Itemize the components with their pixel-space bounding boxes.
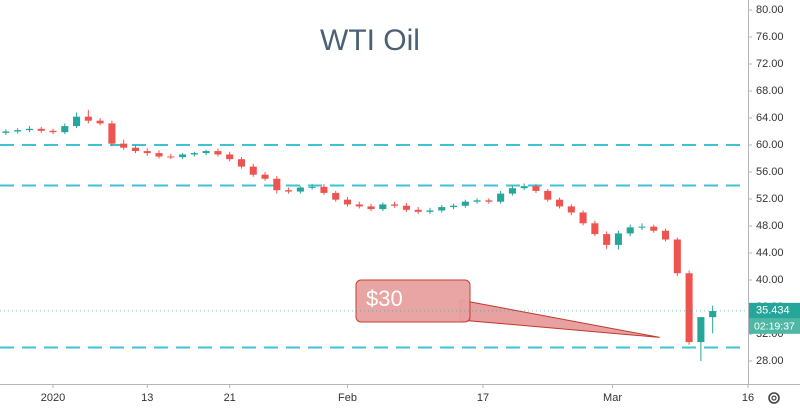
candle-body [673, 239, 681, 274]
candle-body [131, 147, 139, 152]
y-tick-label: 80.00 [756, 4, 784, 16]
candle-body [367, 206, 375, 210]
candle-body [355, 204, 363, 207]
y-tick-label: 48.00 [756, 220, 784, 232]
candle-body [508, 188, 516, 194]
y-tick-label: 44.00 [756, 247, 784, 259]
y-tick-label: 56.00 [756, 166, 784, 178]
y-tick-label: 40.00 [756, 274, 784, 286]
candle-body [650, 226, 658, 231]
candle-body [638, 226, 646, 228]
candle-body [143, 151, 151, 154]
candle-body [567, 206, 575, 213]
candle-body [414, 209, 422, 212]
candle-body [697, 317, 705, 343]
candle-body [61, 126, 69, 133]
countdown-tag [749, 318, 800, 334]
candle-body [343, 199, 352, 205]
candle-body [555, 199, 564, 207]
candle-body [120, 143, 128, 148]
candle-body [685, 273, 693, 343]
candle-body [391, 204, 399, 206]
candle-body [520, 186, 528, 189]
candle-body [49, 130, 57, 133]
candle-body [320, 186, 328, 193]
candle-body [108, 123, 116, 144]
settings-gear-center[interactable] [771, 395, 777, 401]
candle-body [461, 201, 469, 206]
candle-body [155, 153, 163, 157]
candle-body [190, 153, 198, 155]
y-tick-label: 60.00 [756, 139, 784, 151]
y-tick-label: 64.00 [756, 112, 784, 124]
candle-body [14, 130, 22, 132]
x-tick-label: 21 [224, 392, 236, 404]
candle-body [544, 190, 552, 200]
candle-body [332, 192, 340, 200]
candle-body [402, 205, 410, 210]
candle-body [449, 205, 458, 208]
candle-body [2, 131, 10, 133]
last-price-label: 35.434 [756, 305, 790, 317]
x-tick-label: 16 [742, 392, 754, 404]
x-tick-label: Feb [338, 392, 357, 404]
candle-body [709, 311, 717, 318]
candle-body [532, 186, 540, 191]
y-tick-label: 72.00 [756, 58, 784, 70]
candle-body [579, 212, 587, 224]
candle-body [25, 128, 33, 131]
candle-body [273, 178, 281, 191]
candle-body [614, 233, 622, 245]
candle-body [285, 190, 293, 192]
callout-text: $30 [366, 286, 403, 311]
last-price-tag [749, 302, 800, 319]
candle-body [438, 207, 446, 211]
countdown-label: 02:19:37 [754, 321, 795, 333]
y-tick-label: 68.00 [756, 85, 784, 97]
candle-body [591, 223, 599, 235]
candle-body [603, 234, 611, 245]
x-tick-label: 2020 [41, 392, 65, 404]
candle-body [214, 151, 222, 155]
candle-body [96, 120, 104, 124]
candle-body [308, 186, 316, 188]
chart-title: WTI Oil [320, 24, 420, 57]
candle-body [237, 159, 246, 167]
candle-body [37, 128, 45, 131]
x-tick-label: Mar [603, 392, 622, 404]
x-tick-label: 17 [477, 392, 489, 404]
callout-box [355, 279, 471, 323]
candle-body [473, 200, 481, 202]
candle-body [296, 187, 304, 192]
candle-body [626, 227, 634, 234]
x-tick-label: 13 [141, 392, 153, 404]
candle-body [73, 116, 81, 127]
candle-body [202, 151, 210, 154]
y-tick-label: 76.00 [756, 31, 784, 43]
candle-body [485, 200, 493, 202]
candle-body [426, 210, 434, 212]
candle-body [662, 230, 670, 240]
settings-gear[interactable] [768, 392, 780, 404]
candle-body [261, 174, 269, 179]
y-tick-label: 28.00 [756, 355, 784, 367]
candle-body [249, 166, 257, 175]
candle-body [84, 116, 92, 121]
candle-body [167, 156, 175, 158]
settings-icon[interactable] [768, 392, 780, 404]
candle-body [379, 204, 387, 210]
y-tick-label: 52.00 [756, 193, 784, 205]
candle-body [179, 154, 187, 158]
candle-body [497, 193, 505, 202]
candle-body [226, 154, 234, 160]
